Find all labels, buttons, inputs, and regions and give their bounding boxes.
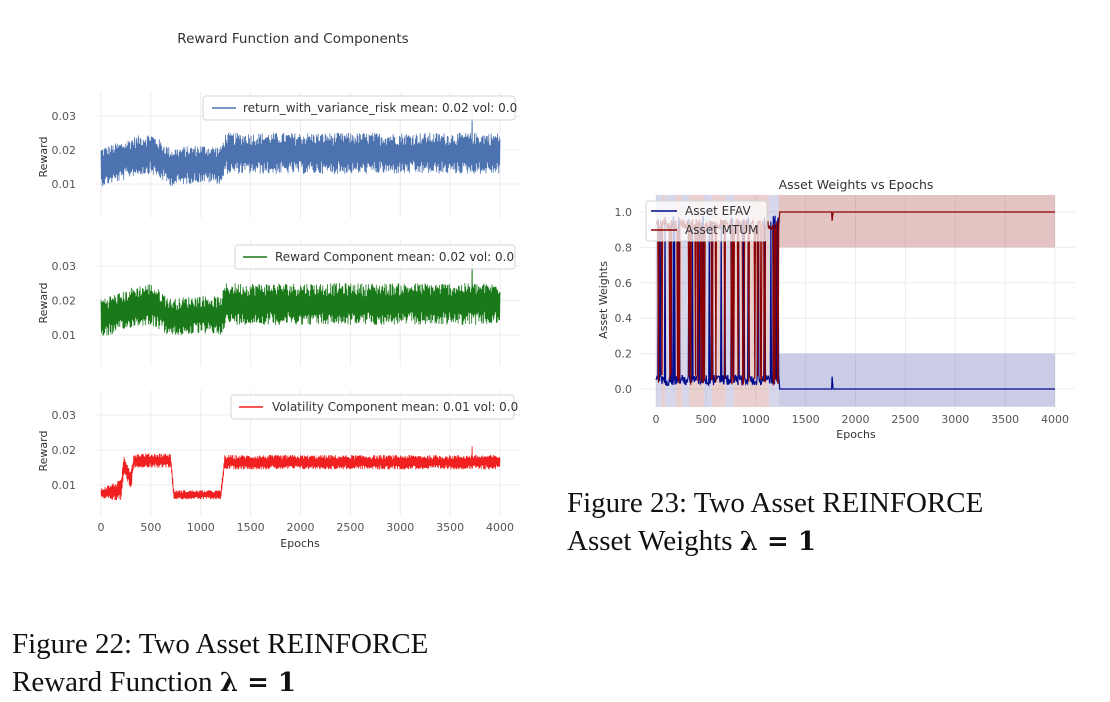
weights-y-tick-5: 1.0 [615, 206, 633, 219]
weights-y-tick-4: 0.8 [615, 241, 633, 254]
weights-early-band-4 [681, 195, 689, 407]
reward-panel-2-y-tick-2: 0.03 [52, 260, 77, 273]
figure-22-caption-line-1: Figure 22: Two Asset REINFORCE [12, 628, 429, 660]
figure-23-caption-line-2: Asset Weights λ = 1 [567, 522, 983, 561]
reward-panel-2-y-tick-0: 0.01 [52, 329, 77, 342]
reward-panel-1-legend: return_with_variance_risk mean: 0.02 vol… [202, 95, 517, 121]
reward-panel-2-y-label: Reward [37, 283, 50, 324]
reward-panel-3-legend: Volatility Component mean: 0.01 vol: 0.0 [230, 394, 518, 420]
reward-x-tick-1: 500 [140, 521, 161, 534]
reward-x-tick-6: 3000 [386, 521, 414, 534]
reward-panel-3: 0.01 0.02 0.03 Reward Volatility Component… [37, 390, 520, 516]
figure-22-caption: Figure 22: Two Asset REINFORCE Reward Fu… [12, 625, 428, 702]
reward-x-tick-4: 2000 [287, 521, 315, 534]
weights-early-band-1 [661, 195, 665, 407]
reward-panel-2-legend-label: Reward Component mean: 0.02 vol: 0.0 [275, 250, 514, 264]
weights-x-tick-0: 0 [653, 413, 660, 426]
weights-x-tick-3: 1500 [792, 413, 820, 426]
weights-y-tick-3: 0.6 [615, 277, 633, 290]
reward-panel-3-y-tick-0: 0.01 [52, 479, 77, 492]
weights-x-tick-5: 2500 [891, 413, 919, 426]
reward-x-ticks: 0 500 1000 1500 2000 2500 3000 3500 4000 [98, 521, 515, 534]
weights-line-efav [655, 215, 1055, 390]
reward-x-tick-5: 2500 [336, 521, 364, 534]
figure-23-caption: Figure 23: Two Asset REINFORCE Asset Wei… [567, 484, 983, 561]
reward-panel-2-y-tick-1: 0.02 [52, 295, 77, 308]
reward-panel-3-legend-label: Volatility Component mean: 0.01 vol: 0.0 [272, 400, 518, 414]
reward-panel-3-series-line [100, 446, 501, 501]
reward-x-tick-2: 1000 [187, 521, 215, 534]
reward-panel-1-y-tick-2: 0.03 [52, 110, 77, 123]
weights-y-label: Asset Weights [597, 261, 610, 339]
weights-x-label: Epochs [836, 428, 876, 441]
reward-panel-2-y-ticks: 0.01 0.02 0.03 [52, 260, 77, 342]
weights-x-tick-7: 3500 [991, 413, 1019, 426]
reward-x-tick-7: 3500 [436, 521, 464, 534]
reward-panel-1-y-ticks: 0.01 0.02 0.03 [52, 110, 77, 191]
figure-23-lambda-equation: λ = 1 [739, 527, 816, 557]
weights-x-tick-6: 3000 [941, 413, 969, 426]
reward-panel-1-y-label: Reward [37, 137, 50, 178]
reward-panel-2: 0.01 0.02 0.03 Reward Reward Component mea… [37, 240, 520, 366]
figure-22-lambda-equation: λ = 1 [219, 668, 297, 698]
weights-y-tick-1: 0.2 [615, 348, 633, 361]
reward-panel-3-y-ticks: 0.01 0.02 0.03 [52, 409, 77, 492]
weights-x-ticks: 0 500 1000 1500 2000 2500 3000 3500 4000 [653, 413, 1070, 426]
reward-panel-1: 0.01 0.02 0.03 Reward return_with_variance… [37, 92, 520, 218]
weights-x-tick-2: 1000 [742, 413, 770, 426]
weights-y-ticks: 0.0 0.2 0.4 0.6 0.8 1.0 [615, 206, 633, 396]
reward-panel-2-series [100, 244, 501, 336]
reward-panel-3-legend-box [230, 394, 515, 420]
weights-legend-label-efav: Asset EFAV [685, 204, 751, 218]
reward-panel-2-legend: Reward Component mean: 0.02 vol: 0.0 [234, 244, 516, 270]
figure-22-caption-text: Reward Function [12, 666, 220, 698]
figure-23-caption-line-1: Figure 23: Two Asset REINFORCE [567, 487, 984, 519]
weights-y-tick-2: 0.4 [615, 312, 633, 325]
reward-panel-1-series-line [100, 98, 501, 187]
reward-panel-2-series-line [100, 244, 501, 336]
weights-x-tick-1: 500 [695, 413, 716, 426]
reward-figure-title: Reward Function and Components [177, 31, 408, 47]
reward-panel-3-y-tick-2: 0.03 [52, 409, 77, 422]
weights-chart-title: Asset Weights vs Epochs [779, 177, 934, 192]
figure-22-caption-line-2: Reward Function λ = 1 [12, 663, 428, 702]
weights-early-band-8 [725, 195, 734, 407]
reward-panel-3-y-label: Reward [37, 431, 50, 472]
weights-x-tick-4: 2000 [842, 413, 870, 426]
weights-early-band-6 [703, 195, 712, 407]
reward-x-label: Epochs [280, 537, 320, 550]
figure-23-caption-text: Asset Weights [567, 525, 740, 557]
reward-x-tick-3: 1500 [237, 521, 265, 534]
reward-panel-2-legend-box [234, 244, 516, 270]
reward-x-tick-8: 4000 [486, 521, 514, 534]
reward-panel-1-series [100, 98, 501, 187]
weights-steady-band-0 [778, 353, 1055, 407]
weights-y-tick-0: 0.0 [615, 383, 633, 396]
reward-panel-1-legend-box [202, 95, 516, 121]
reward-panel-3-y-tick-1: 0.02 [52, 444, 77, 457]
reward-x-tick-0: 0 [98, 521, 105, 534]
weights-x-tick-8: 4000 [1041, 413, 1069, 426]
reward-panel-3-series [100, 446, 501, 501]
weights-steady-band-1 [778, 195, 1055, 248]
reward-panel-1-legend-label: return_with_variance_risk mean: 0.02 vol… [243, 101, 517, 115]
reward-panel-1-y-tick-0: 0.01 [52, 178, 77, 191]
reward-panel-1-y-tick-1: 0.02 [52, 144, 77, 157]
weights-legend: Asset EFAV Asset MTUM [645, 200, 768, 242]
weights-legend-label-mtum: Asset MTUM [685, 223, 758, 237]
